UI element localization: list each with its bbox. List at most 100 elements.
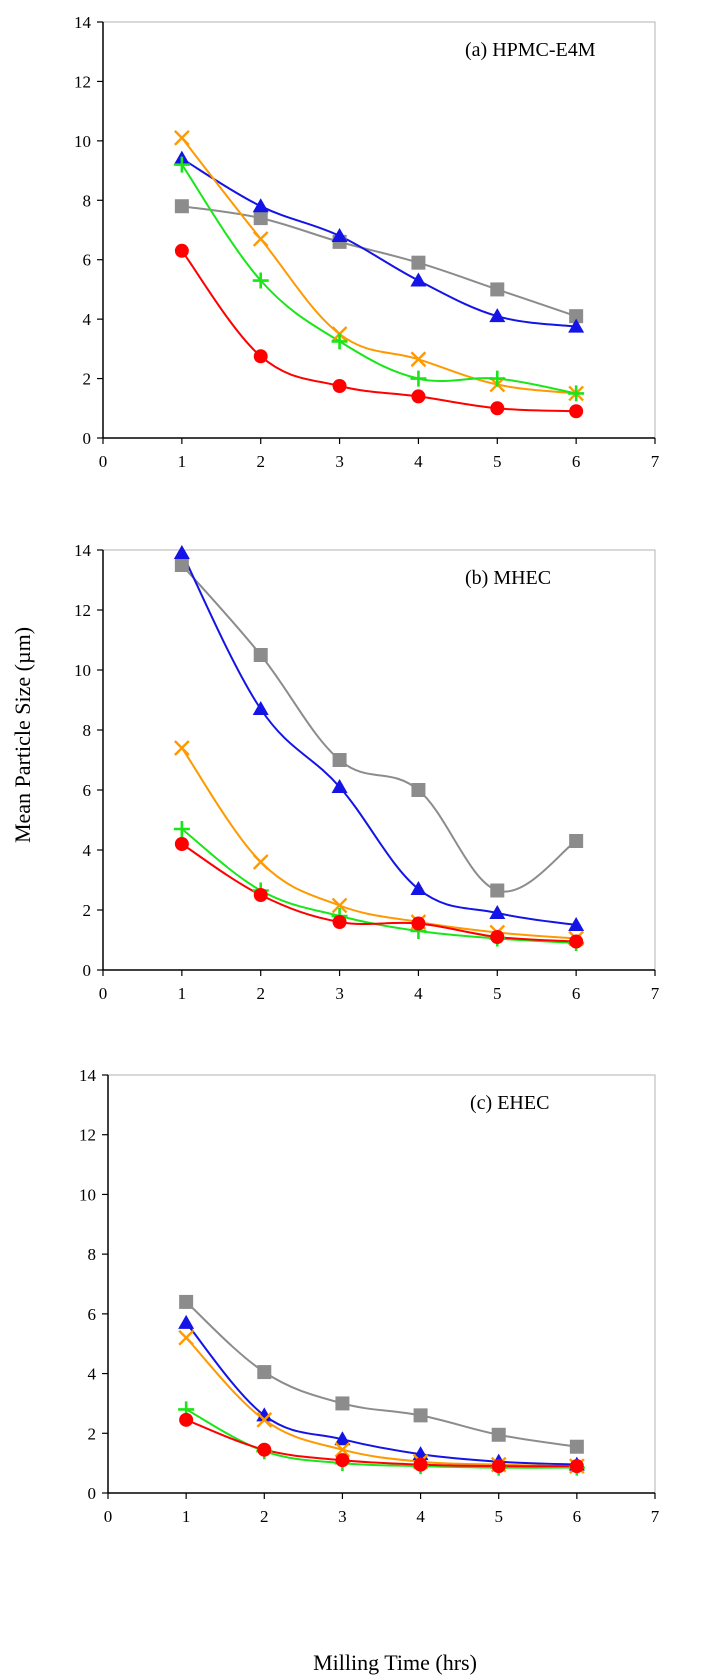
x-tick-label: 7 xyxy=(651,984,660,1003)
series-line-triangle xyxy=(181,157,577,328)
data-point-x xyxy=(252,231,269,247)
x-tick-label: 7 xyxy=(651,1507,660,1526)
data-point-x xyxy=(174,740,190,756)
data-point-circle xyxy=(257,1442,272,1457)
data-point-square xyxy=(411,783,426,797)
x-tick-label: 5 xyxy=(493,452,502,471)
series-line-square xyxy=(181,205,577,318)
data-point-circle xyxy=(332,915,347,929)
plot-frame xyxy=(102,21,656,439)
y-tick-label: 12 xyxy=(74,72,91,91)
data-point-square xyxy=(490,883,505,898)
y-tick-label: 14 xyxy=(74,13,92,32)
data-point-triangle xyxy=(410,272,427,287)
data-point-x xyxy=(331,897,348,914)
plot-frame xyxy=(107,1074,656,1494)
series-line-circle xyxy=(185,1418,577,1468)
data-point-circle xyxy=(411,916,426,931)
data-point-plus xyxy=(568,385,585,402)
data-point-triangle xyxy=(334,1431,351,1446)
series-line-plus xyxy=(181,828,577,944)
data-point-square xyxy=(569,834,584,848)
data-point-plus xyxy=(331,333,348,350)
y-tick-label: 8 xyxy=(83,191,92,210)
y-tick-label: 10 xyxy=(74,661,91,680)
data-point-circle xyxy=(569,404,584,419)
panel-label: (a) HPMC-E4M xyxy=(465,39,596,61)
x-tick-label: 1 xyxy=(178,452,187,471)
data-point-triangle xyxy=(331,779,348,793)
x-tick-label: 2 xyxy=(256,452,265,471)
data-point-triangle xyxy=(178,1314,195,1329)
data-point-circle xyxy=(490,401,505,416)
data-point-circle xyxy=(174,837,189,851)
x-tick-label: 3 xyxy=(335,984,344,1003)
y-tick-label: 10 xyxy=(74,132,91,151)
data-point-square xyxy=(257,1365,272,1380)
data-point-triangle xyxy=(256,1407,273,1422)
data-point-triangle xyxy=(568,917,585,931)
plot-frame xyxy=(102,549,656,971)
data-point-x xyxy=(410,351,427,368)
x-tick-label: 6 xyxy=(573,1507,582,1526)
data-point-circle xyxy=(491,1459,506,1474)
data-point-square xyxy=(569,309,584,324)
x-tick-label: 5 xyxy=(493,984,502,1003)
data-point-circle xyxy=(179,1412,194,1427)
x-tick-label: 2 xyxy=(256,984,265,1003)
y-tick-label: 12 xyxy=(79,1126,96,1145)
data-point-square xyxy=(253,211,268,226)
x-tick-label: 6 xyxy=(572,984,581,1003)
data-point-circle xyxy=(253,888,268,902)
data-point-x xyxy=(252,854,269,870)
data-point-square xyxy=(174,558,189,572)
y-tick-label: 12 xyxy=(74,601,91,620)
y-tick-label: 0 xyxy=(83,961,92,980)
x-tick-label: 2 xyxy=(260,1507,269,1526)
x-tick-label: 7 xyxy=(651,452,660,471)
data-point-x xyxy=(334,1441,351,1458)
y-tick-label: 10 xyxy=(79,1185,96,1204)
data-point-x xyxy=(256,1412,273,1428)
data-point-circle xyxy=(335,1453,350,1468)
data-point-circle xyxy=(253,349,268,364)
data-point-square xyxy=(332,753,347,767)
data-point-x xyxy=(174,130,190,146)
y-tick-label: 4 xyxy=(83,310,92,329)
data-point-plus xyxy=(410,370,427,387)
series-line-triangle xyxy=(181,552,577,926)
data-point-triangle xyxy=(410,881,427,895)
data-point-triangle xyxy=(173,545,190,559)
data-point-circle xyxy=(332,379,347,393)
x-tick-label: 0 xyxy=(104,1507,113,1526)
x-tick-label: 3 xyxy=(335,452,344,471)
data-point-circle xyxy=(490,930,505,944)
data-point-triangle xyxy=(331,227,348,242)
series-line-x xyxy=(181,137,577,395)
x-tick-label: 1 xyxy=(178,984,187,1003)
y-tick-label: 2 xyxy=(83,370,92,389)
y-tick-label: 14 xyxy=(79,1066,97,1085)
y-tick-label: 8 xyxy=(88,1245,97,1264)
data-point-plus xyxy=(173,821,190,837)
data-point-plus xyxy=(173,156,190,173)
data-point-square xyxy=(253,648,268,662)
x-tick-label: 1 xyxy=(182,1507,191,1526)
series-line-plus xyxy=(181,164,577,395)
y-tick-label: 2 xyxy=(83,901,92,920)
data-point-circle xyxy=(569,1459,584,1474)
y-tick-label: 8 xyxy=(83,721,92,740)
y-tick-label: 0 xyxy=(83,429,92,448)
x-tick-label: 4 xyxy=(416,1507,425,1526)
data-point-square xyxy=(179,1294,194,1309)
y-tick-label: 6 xyxy=(83,781,92,800)
data-point-square xyxy=(413,1408,428,1423)
data-point-square xyxy=(335,1396,350,1411)
data-point-square xyxy=(569,1439,584,1454)
y-axis-title: Mean Particle Size (µm) xyxy=(10,627,35,843)
x-tick-label: 3 xyxy=(338,1507,347,1526)
y-tick-label: 6 xyxy=(83,251,92,270)
